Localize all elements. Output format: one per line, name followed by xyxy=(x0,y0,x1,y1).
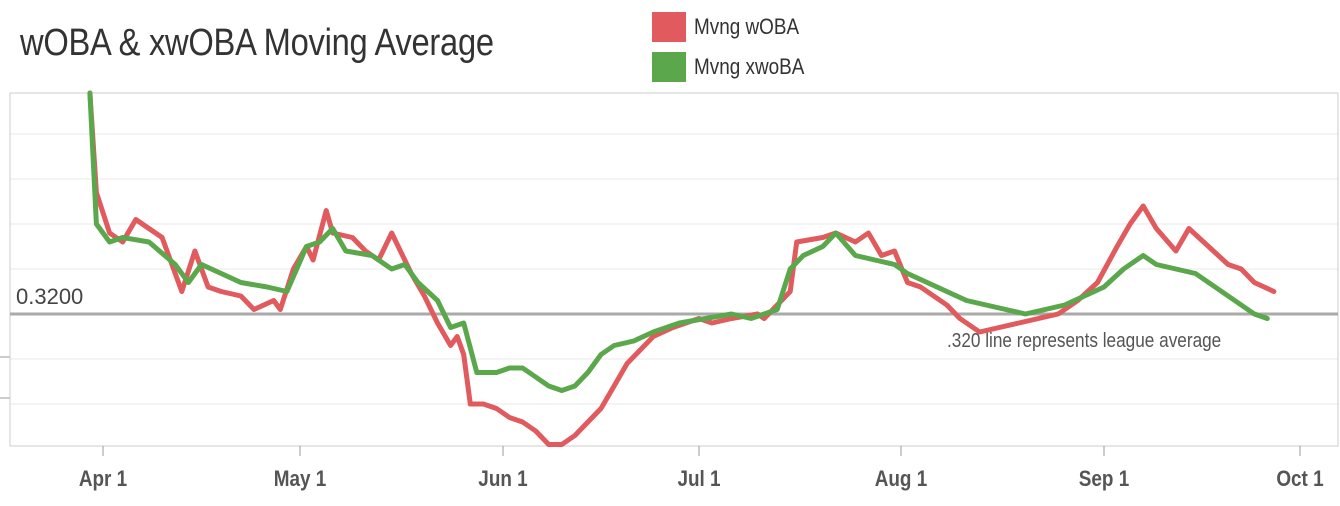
reference-line-label: 0.3200 xyxy=(16,284,83,309)
x-tick-label: Aug 1 xyxy=(875,467,928,492)
x-tick-label: Oct 1 xyxy=(1276,467,1323,492)
x-tick-label: Sep 1 xyxy=(1079,467,1129,492)
chart-title: wOBA & xwOBA Moving Average xyxy=(20,22,494,64)
x-tick-label: Jul 1 xyxy=(677,467,720,492)
plot-area xyxy=(9,92,1339,447)
legend-item-xwoba[interactable]: Mvng xwoBA xyxy=(652,52,822,82)
series-line-xwoba[interactable] xyxy=(87,90,1270,393)
reference-annotation: .320 line represents league average xyxy=(947,329,1221,352)
legend-swatch-woba xyxy=(652,12,686,42)
x-tick-label: Apr 1 xyxy=(79,467,127,492)
legend: Mvng wOBA Mvng xwoBA xyxy=(652,12,822,92)
grid xyxy=(0,133,1338,405)
legend-label-woba: Mvng wOBA xyxy=(694,14,800,39)
legend-label-xwoba: Mvng xwoBA xyxy=(694,54,805,79)
x-tick-label: May 1 xyxy=(274,467,327,492)
legend-swatch-xwoba xyxy=(652,52,686,82)
series-group xyxy=(87,90,1277,447)
x-axis: Apr 1 May 1 Jun 1 Jul 1 Aug 1 Sep 1 Oct 1 xyxy=(79,446,1324,491)
legend-item-woba[interactable]: Mvng wOBA xyxy=(652,12,822,42)
x-tick-label: Jun 1 xyxy=(478,467,527,492)
